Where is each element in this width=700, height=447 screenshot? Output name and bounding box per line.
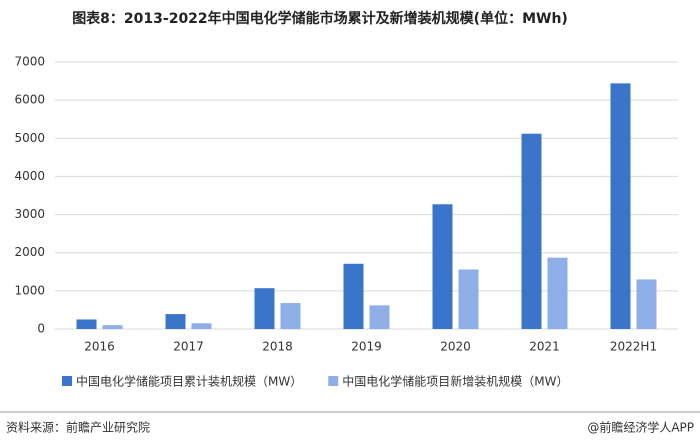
credit: @前瞻经济学人APP: [587, 420, 694, 435]
y-tick-label: 3000: [14, 207, 45, 221]
bar: [636, 279, 657, 329]
y-tick-label: 4000: [14, 169, 45, 183]
chart-title: 图表8：2013-2022年中国电化学储能市场累计及新增装机规模(单位：MWh): [72, 10, 568, 27]
y-tick-label: 7000: [14, 55, 45, 69]
bar: [369, 305, 390, 329]
bar: [521, 133, 542, 329]
legend-label: 中国电化学储能项目新增装机规模（MW）: [342, 374, 568, 389]
bar: [165, 314, 186, 329]
bar: [102, 325, 123, 329]
bar: [254, 288, 275, 329]
y-tick-label: 5000: [14, 131, 45, 145]
x-tick-label: 2017: [173, 340, 204, 354]
x-tick-label: 2019: [351, 340, 382, 354]
legend-swatch: [62, 376, 72, 386]
bar: [76, 319, 97, 329]
y-tick-label: 0: [37, 322, 45, 336]
bar: [432, 204, 453, 329]
y-tick-label: 6000: [14, 93, 45, 107]
source: 资料来源：前瞻产业研究院: [6, 420, 150, 435]
bar: [458, 269, 479, 329]
x-tick-label: 2016: [84, 340, 115, 354]
bar: [547, 257, 568, 329]
bar: [610, 83, 631, 329]
bar: [343, 263, 364, 329]
x-tick-label: 2021: [529, 340, 560, 354]
y-tick-label: 1000: [14, 283, 45, 297]
legend-label: 中国电化学储能项目累计装机规模（MW）: [76, 374, 302, 389]
x-tick-label: 2022H1: [610, 340, 657, 354]
bar: [280, 303, 301, 329]
legend-swatch: [328, 376, 339, 386]
y-tick-label: 2000: [14, 245, 45, 259]
x-tick-label: 2020: [440, 340, 471, 354]
bar: [191, 323, 212, 329]
x-tick-label: 2018: [262, 340, 293, 354]
